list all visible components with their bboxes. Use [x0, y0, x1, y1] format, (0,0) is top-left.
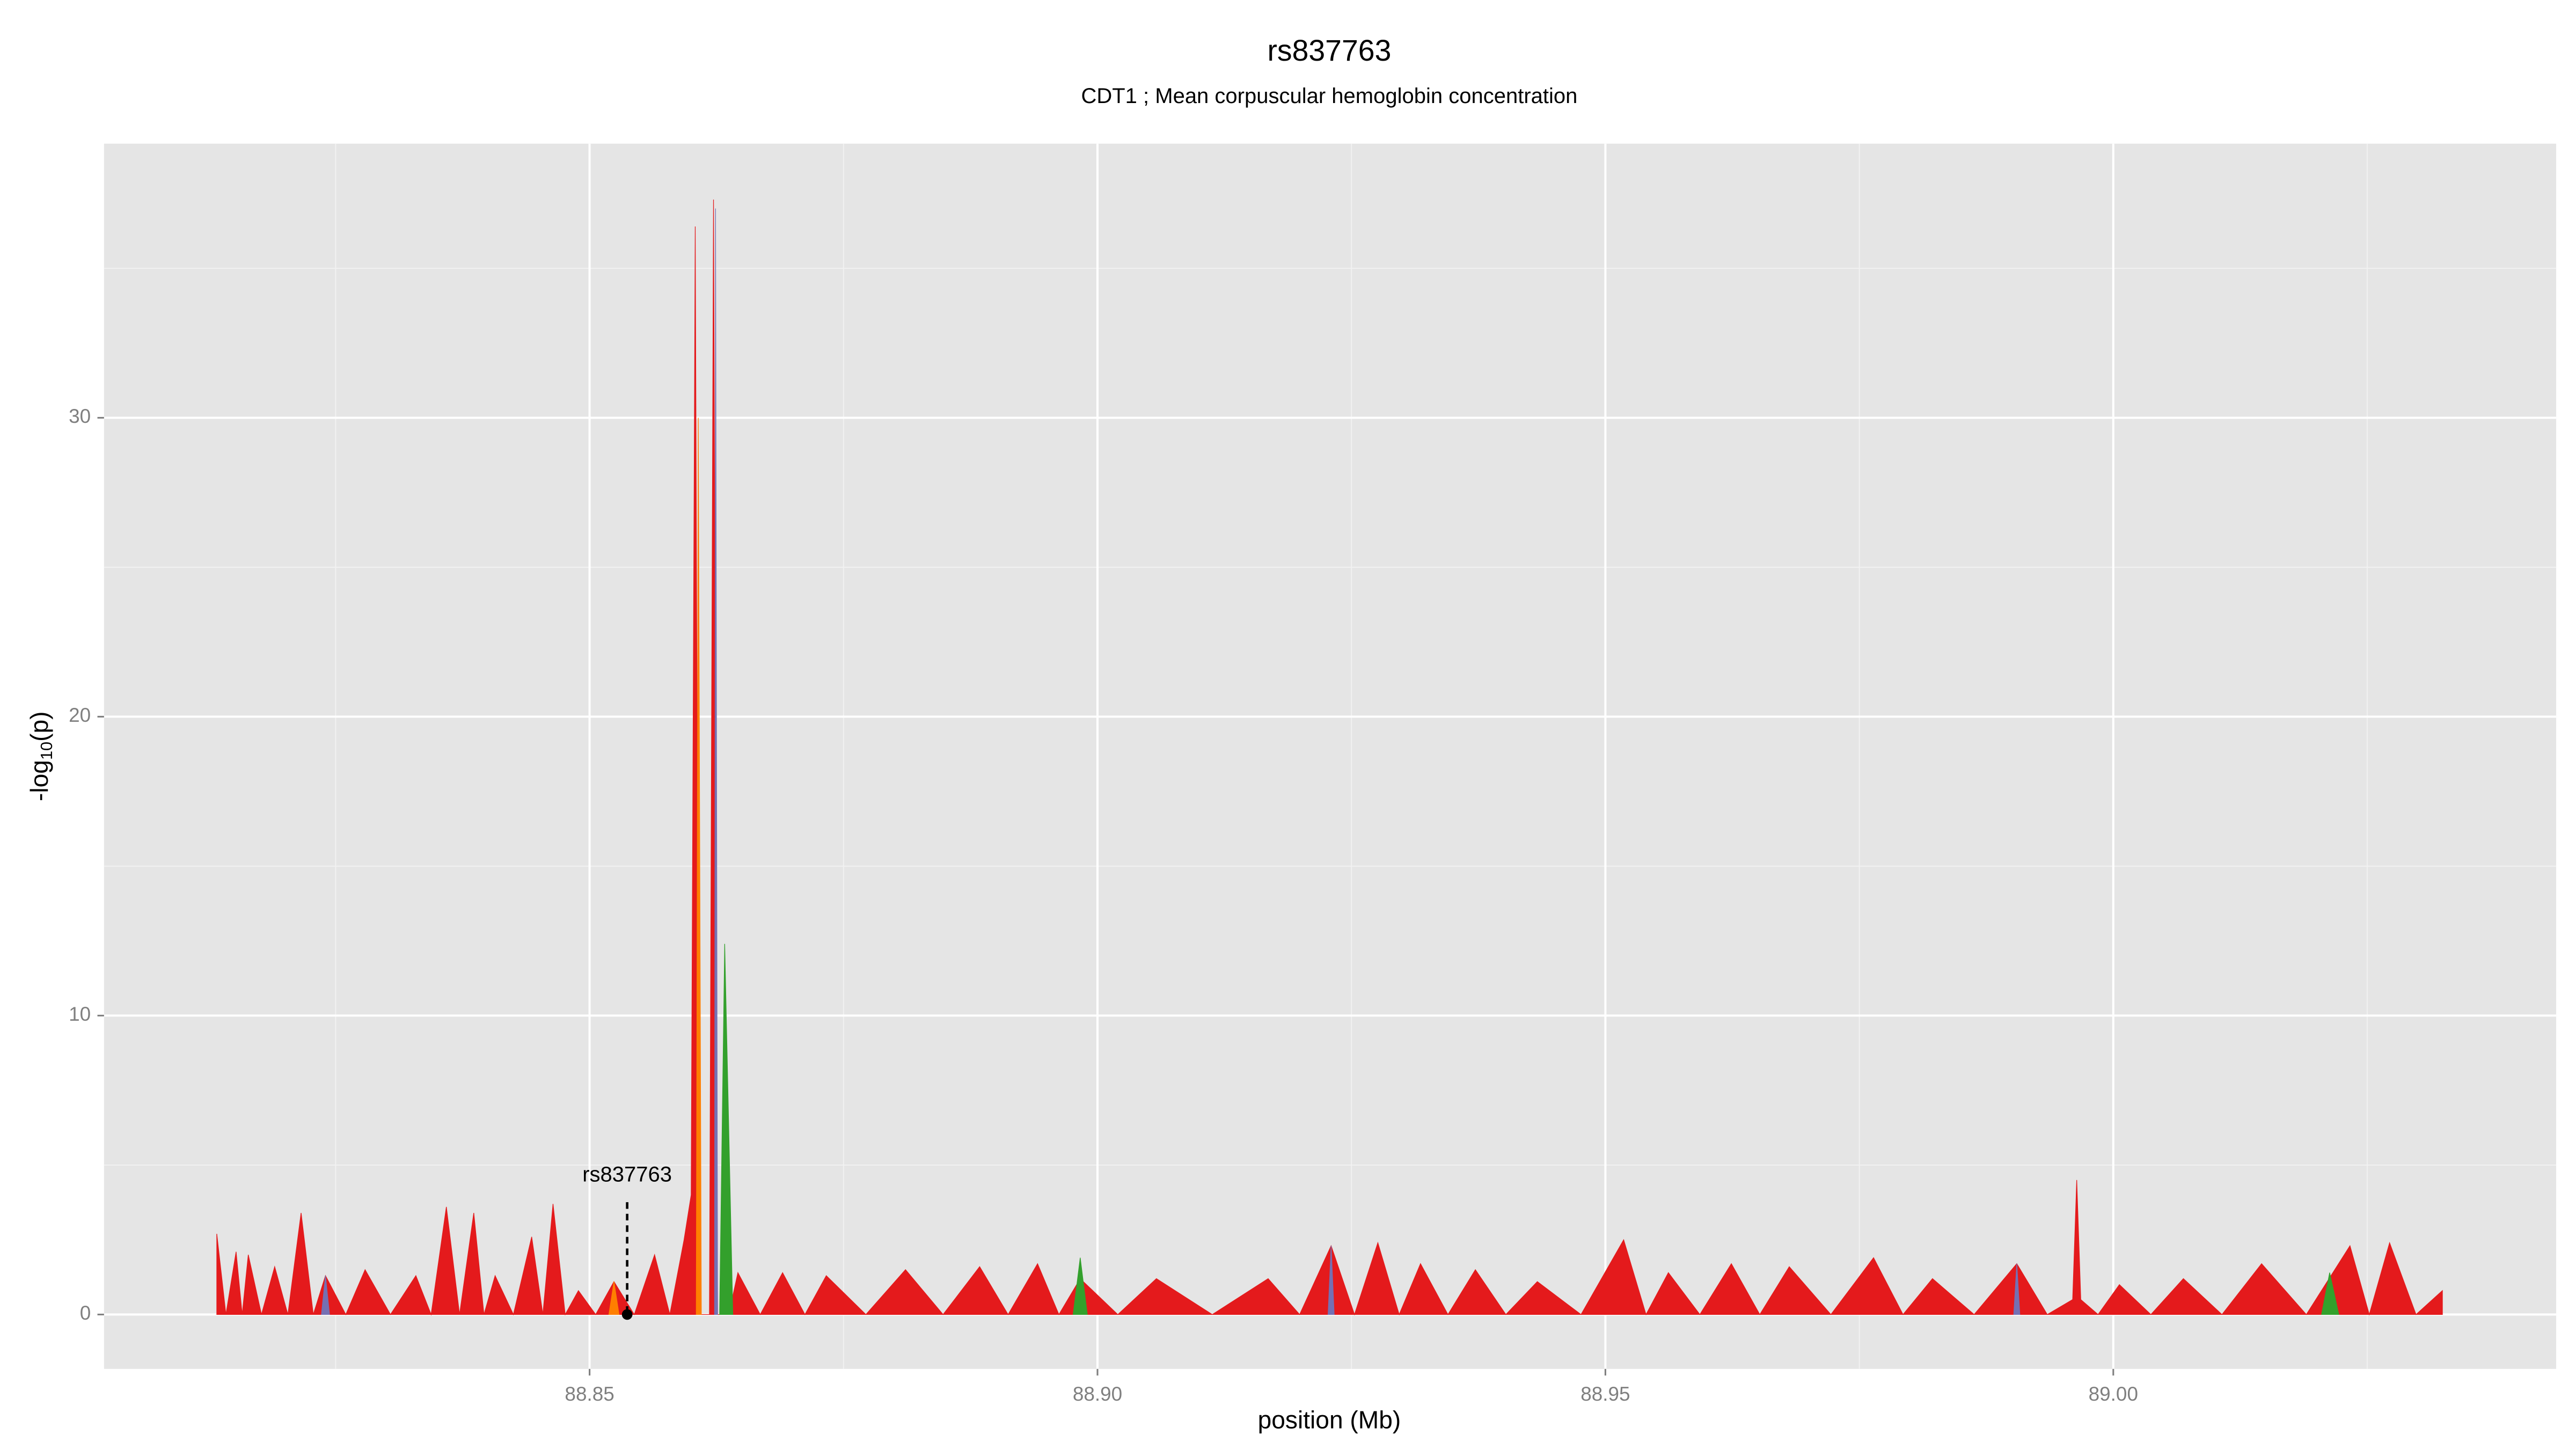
x-tick-label: 88.85 [565, 1383, 614, 1405]
annotation-point [621, 1309, 633, 1320]
area-red [216, 199, 2443, 1316]
annotation-label: rs837763 [582, 1162, 672, 1186]
y-tick-label: 20 [69, 704, 91, 726]
x-tick-label: 88.95 [1580, 1383, 1630, 1405]
x-tick-label: 88.90 [1073, 1383, 1122, 1405]
area-purple [321, 208, 2021, 1315]
y-label-prefix: -log [25, 760, 53, 801]
y-label-suffix: (p) [25, 711, 53, 741]
y-axis-label: -log10(p) [25, 711, 56, 801]
y-tick-label: 10 [69, 1003, 91, 1025]
area-green [719, 943, 2339, 1315]
x-axis-label: position (Mb) [1258, 1406, 1401, 1433]
chart-subtitle: CDT1 ; Mean corpuscular hemoglobin conce… [1081, 84, 1577, 108]
chart-title: rs837763 [1267, 34, 1391, 67]
y-tick-label: 0 [80, 1302, 91, 1324]
y-label-sub: 10 [37, 742, 56, 760]
plot-panel [104, 143, 2557, 1369]
y-tick-label: 30 [69, 405, 91, 427]
area-orange [608, 418, 702, 1315]
x-tick-label: 89.00 [2089, 1383, 2138, 1405]
